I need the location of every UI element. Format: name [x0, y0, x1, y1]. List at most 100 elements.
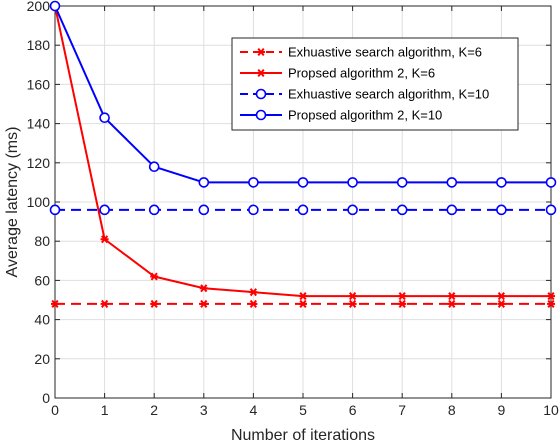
data-point — [100, 299, 109, 308]
marker-stroke — [547, 292, 555, 301]
marker-stroke — [497, 292, 505, 301]
data-point — [396, 177, 408, 188]
series-2 — [51, 1, 555, 301]
x-tick-label: 10 — [543, 402, 559, 418]
data-point — [150, 299, 159, 308]
data-point — [446, 177, 458, 188]
data-point — [100, 235, 109, 244]
data-point — [299, 292, 307, 301]
y-tick-label: 180 — [27, 37, 51, 53]
legend: Exhuastive search algorithm, K=6 Propsed … — [231, 37, 519, 131]
marker-stroke — [349, 292, 357, 301]
y-tick-label: 200 — [27, 0, 51, 14]
series-4 — [49, 0, 557, 188]
legend-item: Exhuastive search algorithm, K=6 — [240, 45, 482, 60]
marker-stroke — [299, 299, 307, 308]
x-tick-label: 8 — [448, 402, 456, 418]
data-point — [198, 204, 210, 216]
marker-stroke — [200, 299, 208, 308]
y-tick-label: 40 — [34, 312, 50, 328]
data-point — [347, 177, 358, 188]
data-point — [347, 204, 358, 216]
marker-stroke — [398, 292, 406, 301]
data-point — [398, 292, 407, 301]
legend-label: Propsed algorithm 2, K=10 — [288, 108, 442, 123]
data-point — [497, 292, 506, 301]
data-point — [248, 177, 259, 188]
y-tick-label: 140 — [27, 116, 51, 132]
marker-stroke — [257, 68, 265, 78]
marker-stroke — [349, 299, 357, 308]
marker-stroke — [497, 299, 505, 308]
data-point — [497, 299, 506, 308]
y-tick-label: 0 — [42, 390, 50, 406]
data-point — [545, 204, 557, 216]
x-tick-label: 0 — [51, 402, 59, 418]
legend-item: Exhuastive search algorithm, K=10 — [240, 87, 489, 102]
y-tick-label: 100 — [27, 194, 51, 210]
data-point — [49, 0, 61, 12]
marker-stroke — [51, 299, 59, 308]
y-tick-label: 80 — [34, 233, 50, 249]
data-point — [547, 292, 555, 301]
legend-item: Propsed algorithm 2, K=6 — [240, 66, 435, 81]
x-tick-label: 3 — [200, 402, 208, 418]
legend-swatch-marker — [257, 47, 265, 57]
data-point — [496, 204, 507, 216]
y-tick-label: 60 — [34, 272, 50, 288]
x-tick-label: 9 — [498, 402, 506, 418]
marker-stroke — [448, 299, 456, 308]
marker-stroke — [299, 292, 307, 301]
data-point — [249, 299, 258, 308]
x-tick-label: 6 — [349, 402, 357, 418]
data-point — [150, 272, 159, 281]
x-tick-label: 7 — [398, 402, 406, 418]
marker-stroke — [150, 299, 158, 308]
data-point — [198, 177, 210, 188]
data-point — [299, 299, 307, 308]
data-point — [545, 177, 557, 188]
data-point — [148, 204, 160, 216]
legend-label: Exhuastive search algorithm, K=6 — [288, 45, 482, 60]
legend-swatch-marker — [257, 68, 265, 78]
data-point — [396, 204, 408, 216]
data-point — [199, 284, 208, 293]
marker-stroke — [547, 299, 555, 308]
data-point — [199, 299, 208, 308]
y-axis-label: Average latency (ms) — [4, 127, 21, 278]
data-point — [348, 299, 357, 308]
y-tick-label: 160 — [27, 76, 51, 92]
data-point — [51, 299, 59, 308]
data-point — [496, 177, 507, 188]
data-point — [249, 288, 258, 297]
data-point — [99, 204, 110, 216]
data-point — [446, 204, 458, 216]
marker-stroke — [150, 272, 158, 281]
x-tick-label: 4 — [250, 402, 258, 418]
y-tick-label: 120 — [27, 155, 51, 171]
data-point — [248, 204, 259, 216]
data-point — [297, 204, 309, 216]
x-tick-label: 5 — [299, 402, 307, 418]
data-point — [398, 299, 407, 308]
data-point — [148, 161, 160, 173]
data-point — [547, 299, 555, 308]
legend-swatch-marker — [255, 109, 267, 121]
data-point — [447, 292, 456, 301]
series-group — [49, 0, 557, 308]
data-point — [348, 292, 357, 301]
marker-stroke — [257, 47, 265, 57]
legend-label: Exhuastive search algorithm, K=10 — [288, 87, 489, 102]
x-axis-label: Number of iterations — [231, 427, 375, 444]
marker-stroke — [101, 235, 109, 244]
data-point — [297, 177, 309, 188]
marker-stroke — [200, 284, 208, 293]
series-1 — [51, 299, 555, 308]
x-tick-label: 1 — [101, 402, 109, 418]
marker-stroke — [249, 299, 257, 308]
marker-stroke — [398, 299, 406, 308]
marker-stroke — [101, 299, 109, 308]
series-3 — [49, 204, 557, 216]
